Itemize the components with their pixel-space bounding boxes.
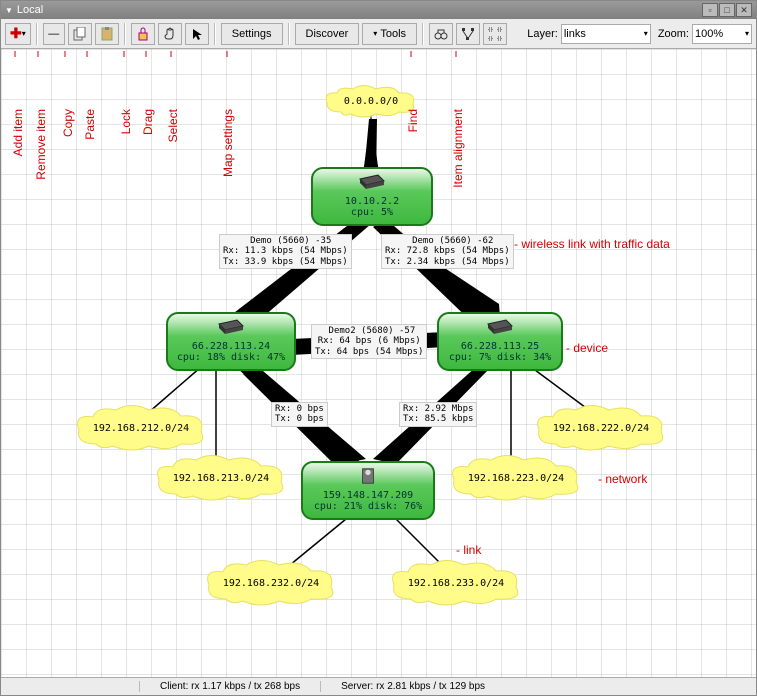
paste-icon — [100, 27, 114, 41]
annot-network: - network — [598, 472, 647, 486]
network-3-label: 192.168.222.0/24 — [553, 423, 649, 434]
device-4-stats: cpu: 21% disk: 76% — [307, 501, 429, 512]
collapse-icon[interactable]: ▼ — [5, 6, 13, 15]
tools-label: Tools — [380, 28, 406, 40]
toolbar: ✚▾ — Settings Discover ▾ Tools Layer: — [1, 19, 756, 49]
window-title: Local — [17, 4, 43, 16]
annot-paste: Paste — [83, 109, 97, 140]
discover-label: Discover — [306, 28, 349, 40]
annot-link: - link — [456, 543, 481, 557]
remove-item-button[interactable]: — — [43, 23, 65, 45]
lock-button[interactable] — [131, 23, 155, 45]
annot-drag: Drag — [141, 109, 155, 135]
network-4[interactable]: 192.168.223.0/24 — [446, 454, 586, 502]
router-icon — [358, 173, 386, 191]
layer-value: links — [564, 28, 586, 40]
network-1[interactable]: 192.168.212.0/24 — [71, 404, 211, 452]
annot-copy: Copy — [61, 109, 75, 137]
align-2-button[interactable] — [483, 23, 507, 45]
zoom-value: 100% — [695, 28, 723, 40]
server-icon — [354, 467, 382, 485]
find-button[interactable] — [429, 23, 453, 45]
map-canvas[interactable]: Add item Remove item Copy Paste Lock Dra… — [1, 49, 756, 677]
network-1-label: 192.168.212.0/24 — [93, 423, 189, 434]
network-2-label: 192.168.213.0/24 — [173, 473, 269, 484]
annot-add-item: Add item — [11, 109, 25, 156]
discover-button[interactable]: Discover — [295, 23, 360, 45]
network-6-label: 192.168.233.0/24 — [408, 578, 504, 589]
network-5[interactable]: 192.168.232.0/24 — [201, 559, 341, 607]
device-2[interactable]: 66.228.113.24 cpu: 18% disk: 47% — [166, 312, 296, 371]
tools-button[interactable]: ▾ Tools — [362, 23, 417, 45]
zoom-select[interactable]: 100%▾ — [692, 24, 752, 44]
close-icon[interactable]: ✕ — [736, 3, 752, 17]
annot-find: Find — [406, 109, 420, 132]
annot-item-alignment: Item alignment — [451, 109, 465, 188]
network-5-label: 192.168.232.0/24 — [223, 578, 319, 589]
layer-select[interactable]: links▾ — [561, 24, 651, 44]
statusbar: Client: rx 1.17 kbps / tx 268 bps Server… — [1, 677, 756, 695]
restore-icon[interactable]: ▫ — [702, 3, 718, 17]
router-icon — [217, 318, 245, 336]
copy-button[interactable] — [68, 23, 92, 45]
device-4[interactable]: 159.148.147.209 cpu: 21% disk: 76% — [301, 461, 435, 520]
device-3-ip: 66.228.113.25 — [443, 341, 557, 352]
device-2-ip: 66.228.113.24 — [172, 341, 290, 352]
network-2[interactable]: 192.168.213.0/24 — [151, 454, 291, 502]
maximize-icon[interactable]: □ — [719, 3, 735, 17]
layer-label: Layer: — [527, 28, 558, 40]
annot-lock: Lock — [119, 109, 133, 134]
linklabel-4: Rx: 0 bps Tx: 0 bps — [271, 402, 328, 427]
linklabel-3: Demo2 (5680) -57 Rx: 64 bps (6 Mbps) Tx:… — [311, 324, 427, 359]
lock-icon — [136, 27, 150, 41]
device-1-stats: cpu: 5% — [317, 207, 427, 218]
add-item-button[interactable]: ✚▾ — [5, 23, 31, 45]
status-server: Server: rx 2.81 kbps / tx 129 bps — [320, 681, 505, 692]
hand-icon — [163, 27, 177, 41]
annot-remove-item: Remove item — [34, 109, 48, 180]
annot-select: Select — [166, 109, 180, 142]
settings-button[interactable]: Settings — [221, 23, 283, 45]
binoculars-icon — [434, 27, 448, 41]
device-1-ip: 10.10.2.2 — [317, 196, 427, 207]
zoom-label: Zoom: — [658, 28, 689, 40]
window-controls: ▫ □ ✕ — [702, 3, 752, 17]
align-1-button[interactable] — [456, 23, 480, 45]
titlebar[interactable]: ▼ Local ▫ □ ✕ — [1, 1, 756, 19]
plus-icon: ✚ — [10, 25, 22, 42]
router-icon — [486, 318, 514, 336]
network-root-label: 0.0.0.0/0 — [344, 96, 398, 107]
linklabel-5: Rx: 2.92 Mbps Tx: 85.5 kbps — [399, 402, 477, 427]
paste-button[interactable] — [95, 23, 119, 45]
main-window: ▼ Local ▫ □ ✕ ✚▾ — Settings Discover — [0, 0, 757, 696]
device-1[interactable]: 10.10.2.2 cpu: 5% — [311, 167, 433, 226]
align-icon — [461, 27, 475, 41]
annot-device: - device — [566, 341, 608, 355]
links-layer — [1, 49, 756, 677]
device-3[interactable]: 66.228.113.25 cpu: 7% disk: 34% — [437, 312, 563, 371]
network-4-label: 192.168.223.0/24 — [468, 473, 564, 484]
settings-label: Settings — [232, 28, 272, 40]
drag-button[interactable] — [158, 23, 182, 45]
network-3[interactable]: 192.168.222.0/24 — [531, 404, 671, 452]
device-3-stats: cpu: 7% disk: 34% — [443, 352, 557, 363]
linklabel-1: Demo (5660) -35 Rx: 11.3 kbps (54 Mbps) … — [219, 234, 352, 269]
annot-map-settings: Map settings — [221, 109, 235, 177]
annot-wireless-link: - wireless link with traffic data — [514, 237, 670, 251]
linklabel-2: Demo (5660) -62 Rx: 72.8 kbps (54 Mbps) … — [381, 234, 514, 269]
device-4-ip: 159.148.147.209 — [307, 490, 429, 501]
align2-icon — [488, 27, 502, 41]
pointer-icon — [190, 27, 204, 41]
select-button[interactable] — [185, 23, 209, 45]
device-2-stats: cpu: 18% disk: 47% — [172, 352, 290, 363]
network-6[interactable]: 192.168.233.0/24 — [386, 559, 526, 607]
copy-icon — [73, 27, 87, 41]
status-client: Client: rx 1.17 kbps / tx 268 bps — [139, 681, 320, 692]
